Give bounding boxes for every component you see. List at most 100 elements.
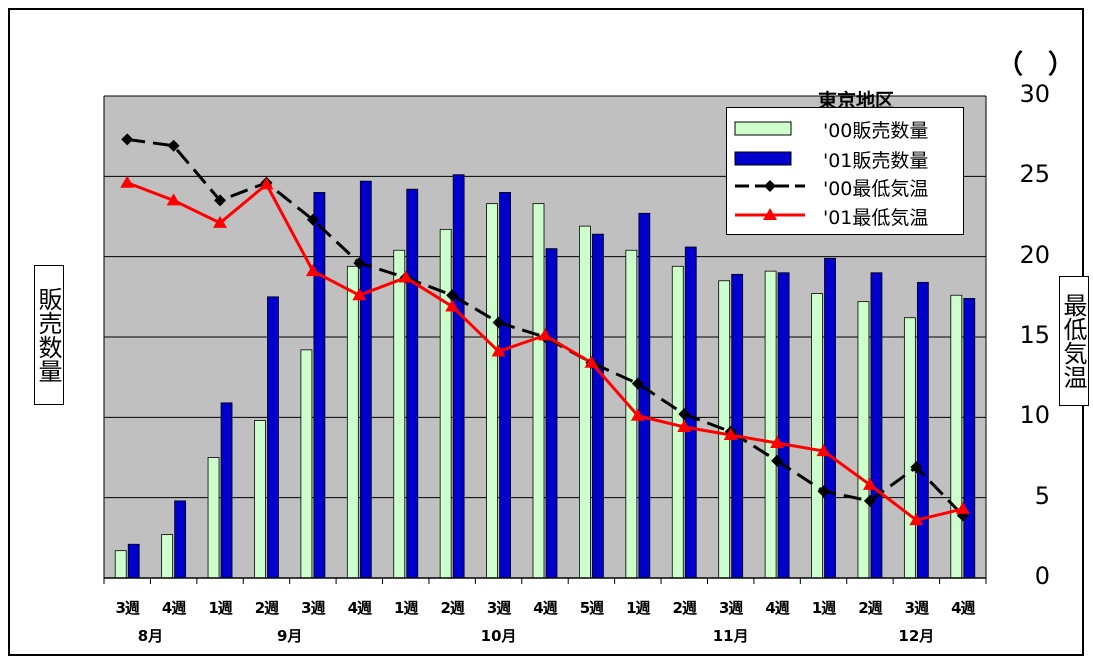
x-tick-label: 3週 xyxy=(718,599,743,617)
bar-01-sales xyxy=(406,188,419,579)
bar-01-sales xyxy=(592,233,604,579)
x-tick-label: 3週 xyxy=(115,599,139,617)
marker-00-temp xyxy=(306,213,319,226)
x-tick-label: 2週 xyxy=(254,599,279,617)
marker-01-temp xyxy=(862,477,877,490)
marker-00-temp xyxy=(446,289,459,302)
bar-01-sales xyxy=(963,298,976,579)
bar-00-sales xyxy=(346,265,359,579)
marker-01-temp xyxy=(630,408,645,421)
marker-01-temp xyxy=(770,436,785,449)
bar-01-sales xyxy=(313,191,326,579)
bar-00-sales xyxy=(579,225,591,579)
bar-00-sales xyxy=(114,550,127,579)
bar-00-sales xyxy=(393,249,406,579)
region-label: 東京地区 xyxy=(818,90,895,112)
bar-00-sales xyxy=(439,228,452,579)
marker-00-temp xyxy=(817,485,830,498)
y-right-tick-label: 30 xyxy=(1019,80,1050,108)
marker-01-temp xyxy=(538,328,552,341)
x-tick-label: 3週 xyxy=(904,599,929,617)
marker-01-temp xyxy=(955,501,970,514)
x-tick-label: 2週 xyxy=(672,599,697,617)
legend-item-00-temp: '00最低気温 xyxy=(727,172,963,200)
bar-01-sales xyxy=(499,191,511,579)
y-right-tick-label: 10 xyxy=(1019,401,1050,430)
marker-01-temp xyxy=(491,344,506,357)
marker-00-temp xyxy=(492,316,505,329)
legend-item-01-sales: '01販売数量 xyxy=(727,144,963,172)
legend-swatch-01-temp xyxy=(735,208,805,220)
x-tick-label: 1週 xyxy=(208,599,232,617)
y-left-axis-title: 販売数量 xyxy=(34,265,64,405)
legend-swatch-00-sales xyxy=(734,121,792,136)
month-label: 11月 xyxy=(712,627,749,645)
marker-01-temp xyxy=(584,355,599,368)
marker-00-temp xyxy=(910,461,923,474)
y-right-tick-label: 5 xyxy=(1034,481,1050,510)
bar-01-sales xyxy=(267,296,279,579)
bar-00-sales xyxy=(950,294,963,579)
month-label: 10月 xyxy=(480,627,517,645)
y-right-tick-label: 15 xyxy=(1019,321,1050,349)
bar-01-sales xyxy=(870,272,883,579)
x-tick-label: 3週 xyxy=(301,599,325,617)
marker-01-temp xyxy=(677,419,692,432)
bar-01-sales xyxy=(777,272,790,579)
marker-01-temp xyxy=(723,428,738,441)
bar-01-sales xyxy=(220,402,233,579)
unit-parentheses: （ ） xyxy=(997,50,1083,80)
legend-label: '01販売数量 xyxy=(823,150,929,172)
legend: '00販売数量 '01販売数量 '00最低気温 '01最低気温 xyxy=(726,107,964,235)
legend-swatch-01-sales xyxy=(734,151,792,166)
marker-00-temp xyxy=(771,454,784,467)
x-tick-label: 1週 xyxy=(811,599,836,617)
marker-00-temp xyxy=(863,494,876,507)
marker-01-temp xyxy=(213,215,228,228)
x-tick-label: 1週 xyxy=(394,599,418,617)
y-right-tick-label: 20 xyxy=(1019,240,1050,269)
bar-01-sales xyxy=(127,543,140,579)
x-tick-label: 1週 xyxy=(626,599,650,617)
marker-00-temp xyxy=(678,408,691,421)
bar-00-sales xyxy=(161,534,174,579)
legend-swatch-00-temp xyxy=(735,180,805,192)
month-label: 9月 xyxy=(276,627,303,645)
x-tick-label: 4週 xyxy=(161,599,186,617)
bar-00-sales xyxy=(903,317,916,579)
x-tick-label: 4週 xyxy=(347,599,372,617)
x-tick-label: 4週 xyxy=(533,599,557,617)
bar-01-sales xyxy=(731,273,744,579)
marker-01-temp xyxy=(909,513,924,526)
marker-01-temp xyxy=(305,264,320,277)
marker-00-temp xyxy=(353,257,366,270)
marker-01-temp xyxy=(398,270,413,283)
bar-01-sales xyxy=(359,180,372,579)
y-right-axis-title: 最低気温 xyxy=(1059,276,1089,406)
marker-01-temp xyxy=(352,288,367,301)
marker-00-temp xyxy=(631,377,644,390)
legend-label: '00販売数量 xyxy=(823,120,929,142)
x-tick-label: 2週 xyxy=(440,599,464,617)
month-label: 8月 xyxy=(137,627,164,645)
legend-label: '00最低気温 xyxy=(823,178,929,200)
bar-00-sales xyxy=(254,420,266,579)
bar-01-sales xyxy=(545,248,558,579)
bar-01-sales xyxy=(916,281,929,579)
legend-label: '01最低気温 xyxy=(823,207,929,229)
month-label: 12月 xyxy=(898,627,935,645)
bar-01-sales xyxy=(638,212,651,579)
y-right-tick-label: 0 xyxy=(1034,562,1050,590)
marker-00-temp xyxy=(167,139,180,152)
x-tick-label: 4週 xyxy=(765,599,789,617)
y-right-tick-label: 25 xyxy=(1019,160,1050,189)
marker-01-temp xyxy=(259,177,274,190)
legend-item-00-sales: '00販売数量 xyxy=(727,114,963,142)
x-tick-label: 4週 xyxy=(951,599,975,617)
bar-00-sales xyxy=(532,203,545,579)
marker-01-temp xyxy=(120,175,135,188)
bar-00-sales xyxy=(811,293,823,579)
bar-01-sales xyxy=(452,174,465,579)
bar-00-sales xyxy=(857,301,870,579)
